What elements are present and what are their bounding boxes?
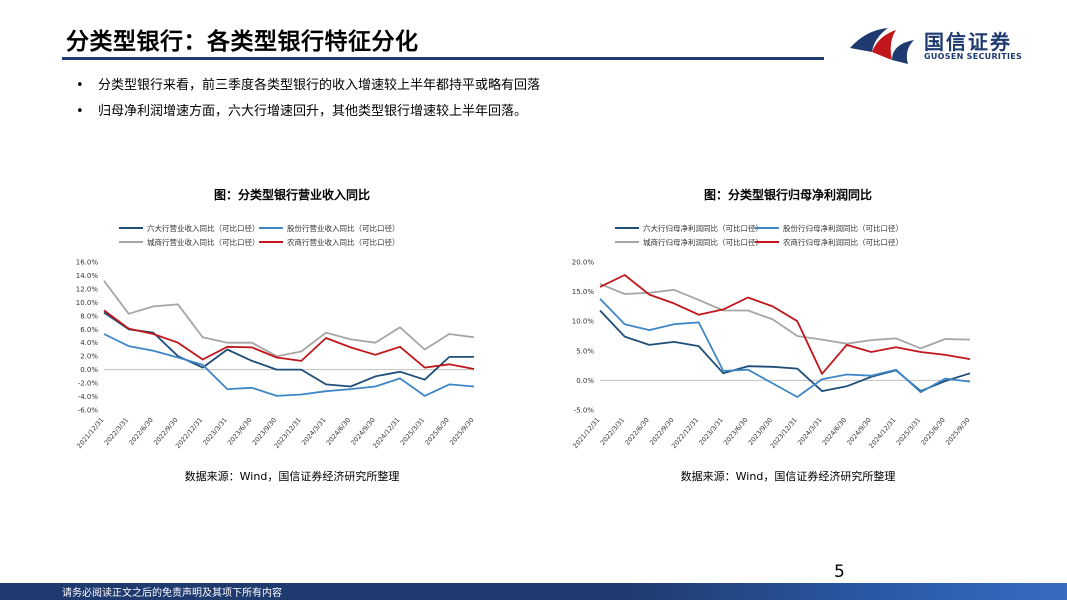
x-tick-label: 2025/3/31	[399, 416, 427, 447]
y-tick-label: 10.0%	[572, 318, 595, 326]
profit-chart: 图：分类型银行归母净利润同比 六大行归母净利润同比（可比口径） 股份行归母净利润同…	[538, 186, 1038, 486]
x-tick-label: 2024/6/30	[821, 416, 849, 447]
x-tick-label: 2024/3/31	[300, 416, 328, 447]
x-tick-label: 2022/3/31	[103, 416, 131, 447]
legend-label: 农商行归母净利润同比（可比口径）	[783, 237, 903, 247]
x-tick-label: 2025/9/30	[944, 416, 972, 447]
bullet-text: 归母净利润增速方面，六大行增速回升，其他类型银行增速较上半年回落。	[98, 104, 528, 119]
x-tick-label: 2025/9/30	[448, 416, 476, 447]
logo-text-cn: 国信证券	[924, 30, 1012, 54]
logo-text-en: GUOSEN SECURITIES	[924, 52, 1023, 61]
revenue-chart: 图：分类型银行营业收入同比 六大行营业收入同比（可比口径） 股份行营业收入同比（可…	[42, 186, 542, 486]
series-line-joint	[103, 333, 475, 397]
x-tick-label: 2022/3/31	[599, 416, 627, 447]
series-line-city	[103, 280, 475, 358]
x-tick-label: 2023/6/30	[226, 416, 254, 447]
x-tick-label: 2024/3/31	[796, 416, 824, 447]
x-tick-label: 2023/3/31	[697, 416, 725, 447]
y-tick-label: 5.0%	[576, 347, 594, 355]
chart-title: 图：分类型银行归母净利润同比	[703, 188, 872, 202]
y-tick-label: -2.0%	[78, 380, 99, 388]
y-tick-label: 2.0%	[80, 353, 98, 361]
y-tick-label: 14.0%	[76, 272, 99, 280]
guosen-logo	[850, 28, 914, 64]
y-tick-label: 0.0%	[80, 366, 98, 374]
bullet-item: • 分类型银行来看，前三季度各类型银行的收入增速较上半年都持平或略有回落	[76, 73, 540, 99]
x-tick-label: 2025/6/30	[423, 416, 451, 447]
y-tick-label: 6.0%	[80, 326, 98, 334]
legend-label: 农商行营业收入同比（可比口径）	[287, 237, 400, 247]
profit-chart-plot: 六大行归母净利润同比（可比口径） 股份行归母净利润同比（可比口径） 城商行归母净利润…	[571, 223, 972, 450]
y-tick-label: 8.0%	[80, 312, 98, 320]
legend-label: 城商行营业收入同比（可比口径）	[147, 237, 260, 247]
x-tick-label: 2025/3/31	[895, 416, 923, 447]
y-tick-label: 4.0%	[80, 339, 98, 347]
bullet-list: • 分类型银行来看，前三季度各类型银行的收入增速较上半年都持平或略有回落 • 归母净…	[76, 73, 540, 125]
chart-source: 数据来源：Wind，国信证券经济研究所整理	[184, 470, 400, 483]
x-tick-label: 2021/12/31	[571, 416, 601, 450]
series-line-rural	[103, 309, 475, 370]
series-line-joint	[599, 298, 971, 398]
x-tick-label: 2022/6/30	[623, 416, 651, 447]
y-tick-label: 12.0%	[76, 285, 99, 293]
y-tick-label: 15.0%	[572, 288, 595, 296]
series-line-big6	[103, 311, 474, 388]
chart-title: 图：分类型银行营业收入同比	[213, 188, 370, 202]
y-tick-label: -5.0%	[574, 407, 595, 415]
x-tick-label: 2023/6/30	[722, 416, 750, 447]
x-tick-label: 2024/6/30	[325, 416, 353, 447]
y-tick-label: -6.0%	[78, 407, 99, 415]
title-underline	[62, 57, 824, 60]
chart-source: 数据来源：Wind，国信证券经济研究所整理	[680, 470, 896, 483]
x-tick-label: 2023/3/31	[201, 416, 229, 447]
legend-label: 六大行归母净利润同比（可比口径）	[643, 223, 763, 233]
legend-label: 股份行营业收入同比（可比口径）	[287, 223, 400, 233]
bullet-item: • 归母净利润增速方面，六大行增速回升，其他类型银行增速较上半年回落。	[76, 99, 540, 125]
y-tick-label: 20.0%	[572, 259, 595, 267]
y-tick-label: -4.0%	[78, 393, 99, 401]
x-tick-label: 2025/6/30	[919, 416, 947, 447]
legend-label: 六大行营业收入同比（可比口径）	[147, 223, 260, 233]
page-title: 分类型银行：各类型银行特征分化	[66, 29, 419, 55]
bullet-text: 分类型银行来看，前三季度各类型银行的收入增速较上半年都持平或略有回落	[98, 78, 541, 93]
series-line-rural	[599, 274, 971, 375]
page-number: 5	[834, 562, 845, 582]
y-tick-label: 16.0%	[76, 259, 99, 267]
revenue-chart-plot: 六大行营业收入同比（可比口径） 股份行营业收入同比（可比口径） 城商行营业收入同比（…	[75, 223, 476, 450]
legend-label: 城商行归母净利润同比（可比口径）	[643, 237, 763, 247]
x-tick-label: 2022/6/30	[127, 416, 155, 447]
x-tick-label: 2021/12/31	[75, 416, 105, 450]
footer-disclaimer: 请务必阅读正文之后的免责声明及其项下所有内容	[62, 588, 282, 599]
y-tick-label: 0.0%	[576, 377, 594, 385]
y-tick-label: 10.0%	[76, 299, 99, 307]
footer-stripe	[620, 583, 1067, 600]
legend-label: 股份行归母净利润同比（可比口径）	[783, 223, 903, 233]
series-line-city	[599, 283, 971, 350]
